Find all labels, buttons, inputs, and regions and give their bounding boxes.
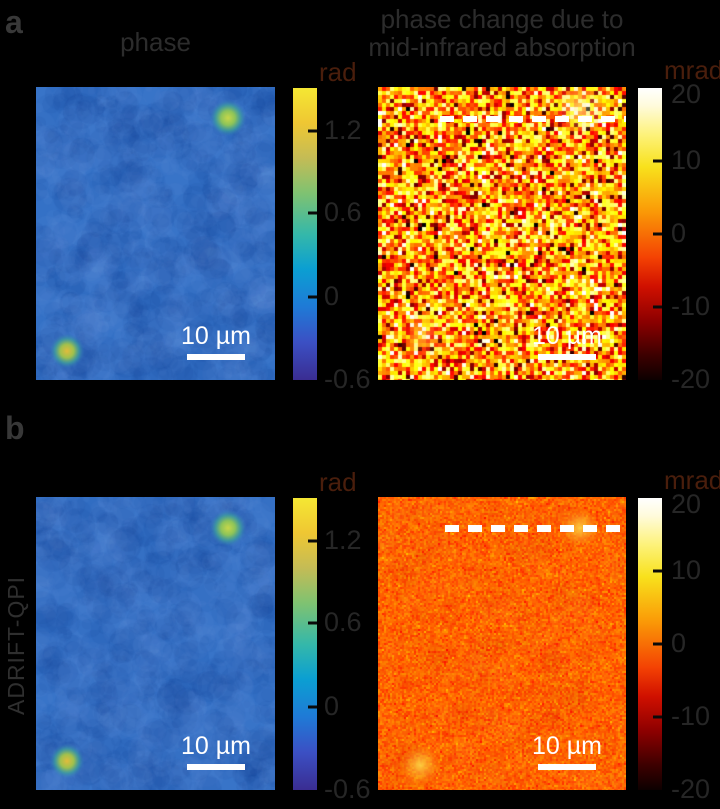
phase-image-panel-a: 10 µm <box>36 87 275 380</box>
phase-change-image-panel-b: 10 µm <box>378 497 626 790</box>
tick-mark <box>653 715 662 719</box>
tick-label: -10 <box>671 700 711 731</box>
tick-mark <box>653 159 662 163</box>
phase-change-title-line1: phase change due to <box>380 4 624 34</box>
adrift-qpi-row-label: ADRIFT-QPI <box>3 575 29 715</box>
colorbar-gradient-parula <box>293 498 317 790</box>
phase-heatmap-canvas-a <box>36 87 275 380</box>
colorbar-rad-panel-a: rad 1.2 0.6 0 -0.6 <box>293 57 371 394</box>
scalebar-text: 10 µm <box>532 732 602 760</box>
tick-mark <box>308 539 317 543</box>
tick-mark <box>308 705 317 709</box>
tick-mark <box>308 621 317 625</box>
phase-image-panel-b: 10 µm <box>36 497 275 790</box>
tick-label: 0 <box>671 217 687 248</box>
tick-mark <box>653 642 662 646</box>
tick-label: -0.6 <box>324 363 371 394</box>
dashed-cross-section-line <box>440 116 626 122</box>
dashed-cross-section-line <box>445 525 626 532</box>
colorbar-rad-panel-b: rad 1.2 0.6 0 -0.6 <box>293 467 371 804</box>
tick-mark <box>653 305 662 309</box>
tick-label: 0 <box>671 627 687 658</box>
tick-label: 10 <box>671 554 702 585</box>
colorbar-gradient-parula <box>293 88 317 380</box>
colorbar-mrad-panel-a: mrad 20 10 0 -10 -20 <box>638 55 720 394</box>
scalebar: 10 µm <box>532 322 602 360</box>
tick-mark <box>308 211 317 215</box>
tick-label: 0.6 <box>324 196 362 227</box>
tick-label: 20 <box>671 78 702 109</box>
tick-label: 1.2 <box>324 114 362 145</box>
colorbar-unit-mrad: mrad <box>664 465 720 495</box>
scalebar-line <box>538 764 596 770</box>
tick-label: 10 <box>671 144 702 175</box>
tick-label: -20 <box>671 363 711 394</box>
scalebar-text: 10 µm <box>181 732 251 760</box>
scalebar-line <box>187 354 245 360</box>
tick-mark <box>308 129 317 133</box>
colorbar-unit-mrad: mrad <box>664 55 720 85</box>
phase-change-heatmap-canvas-a <box>378 87 626 380</box>
phase-change-heatmap-canvas-b <box>378 497 626 790</box>
tick-label: -10 <box>671 290 711 321</box>
scalebar-line <box>538 354 596 360</box>
scalebar-text: 10 µm <box>532 322 602 350</box>
phase-column-title: phase <box>120 27 191 57</box>
tick-label: -0.6 <box>324 773 371 804</box>
tick-label: 0 <box>324 280 340 311</box>
phase-change-title-line2: mid-infrared absorption <box>368 32 636 62</box>
tick-mark <box>653 232 662 236</box>
scalebar: 10 µm <box>532 732 602 770</box>
tick-label: 20 <box>671 488 702 519</box>
phase-change-column-title: phase change due to mid-infrared absorpt… <box>346 5 658 61</box>
phase-heatmap-canvas-b <box>36 497 275 790</box>
tick-label: -20 <box>671 773 711 804</box>
tick-label: 0 <box>324 690 340 721</box>
scalebar: 10 µm <box>181 322 251 360</box>
colorbar-mrad-panel-b: mrad 20 10 0 -10 -20 <box>638 465 720 804</box>
tick-mark <box>308 295 317 299</box>
scalebar: 10 µm <box>181 732 251 770</box>
colorbar-unit-rad: rad <box>319 57 357 87</box>
phase-change-image-panel-a: 10 µm <box>378 87 626 380</box>
tick-mark <box>653 569 662 573</box>
scalebar-line <box>187 764 245 770</box>
colorbar-unit-rad: rad <box>319 467 357 497</box>
panel-a-label: a <box>5 4 23 40</box>
panel-b-label: b <box>5 410 25 446</box>
scalebar-text: 10 µm <box>181 322 251 350</box>
tick-label: 1.2 <box>324 524 362 555</box>
tick-label: 0.6 <box>324 606 362 637</box>
